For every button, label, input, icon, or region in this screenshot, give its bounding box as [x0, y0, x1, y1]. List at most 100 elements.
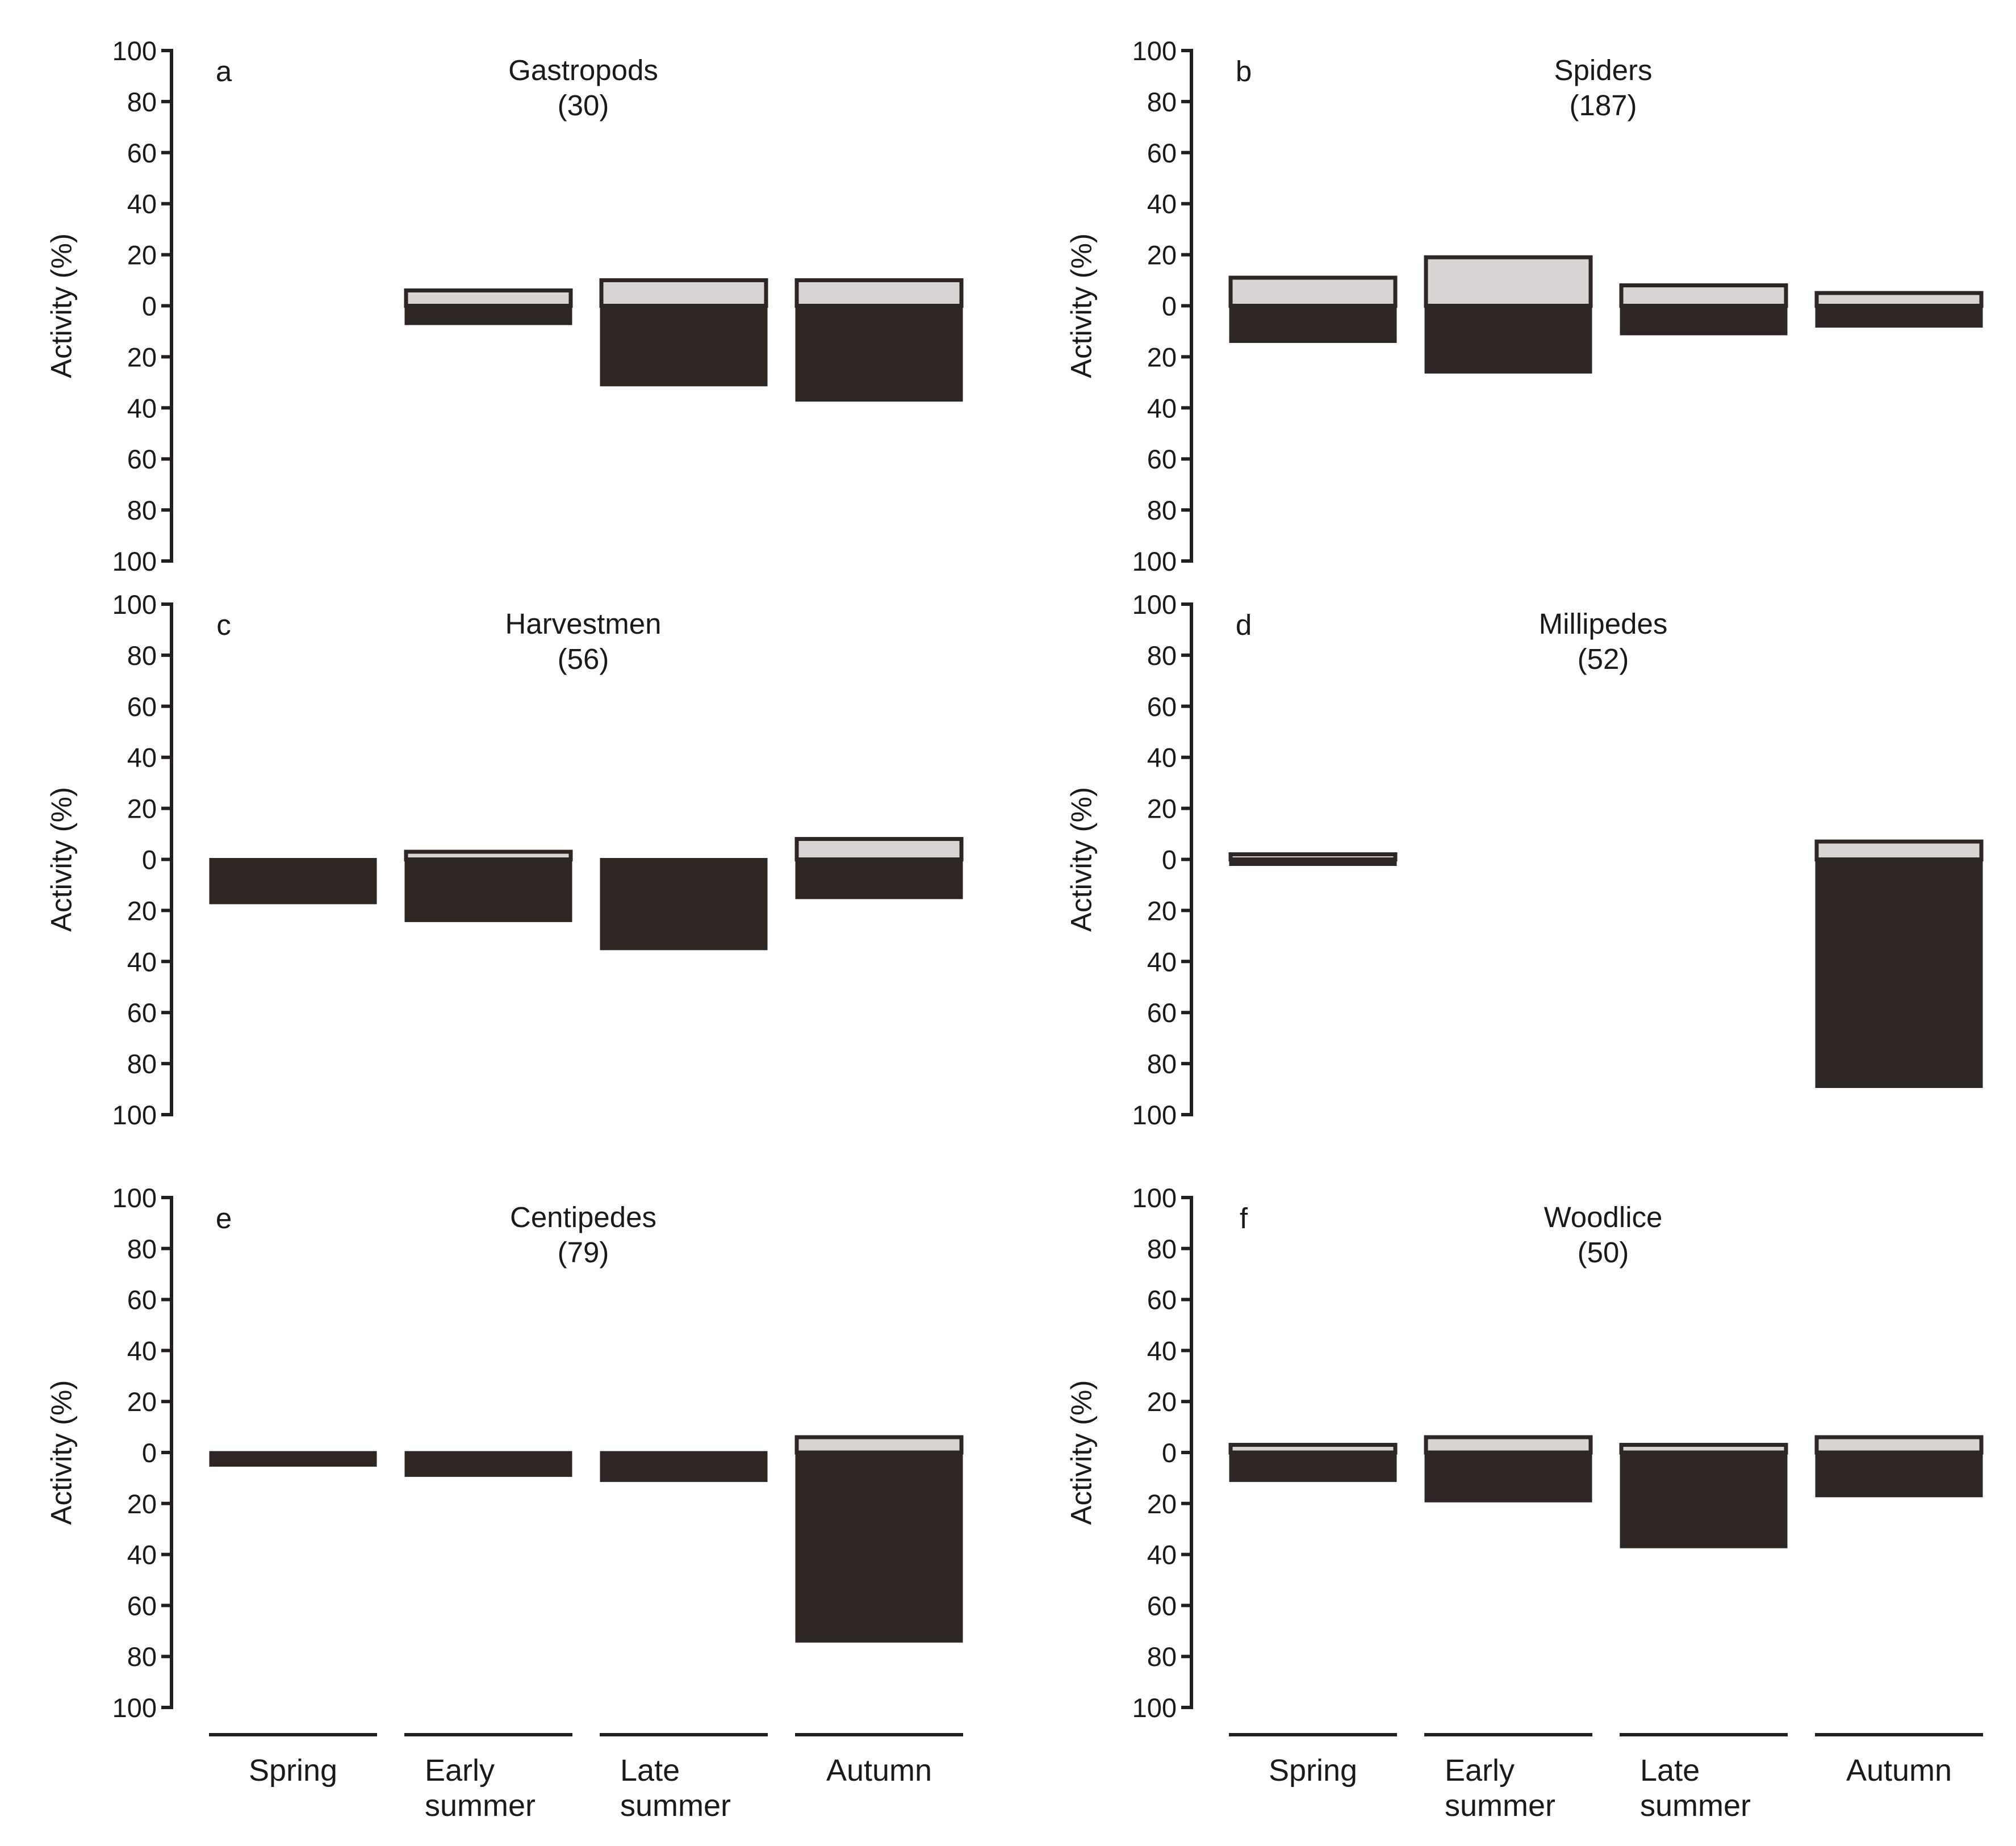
- bar-positive-2: [404, 288, 573, 308]
- y-tick-label: 80: [1147, 1642, 1177, 1672]
- bar-positive-4: [1814, 839, 1984, 862]
- y-tick-label: 20: [1147, 895, 1177, 926]
- category-label: summer: [620, 1789, 731, 1823]
- y-tick-label: 60: [1147, 1285, 1177, 1315]
- y-tick-label: 60: [127, 138, 157, 168]
- bar-positive-2: [1424, 1435, 1593, 1455]
- bar-positive-3: [599, 278, 768, 308]
- y-tick-label: 60: [127, 1590, 157, 1621]
- category-label: summer: [1445, 1789, 1555, 1823]
- panel-title: Harvestmen: [505, 608, 662, 640]
- y-tick-label: 0: [1162, 1438, 1177, 1468]
- y-tick-label: 60: [1147, 1590, 1177, 1621]
- panel-subtitle: (187): [1569, 89, 1637, 122]
- panel-letter: b: [1236, 55, 1252, 87]
- bar-negative-2: [1424, 1451, 1592, 1502]
- bar-negative-2: [404, 1451, 572, 1477]
- y-tick-label: 80: [127, 641, 157, 671]
- y-tick-label: 0: [142, 1438, 157, 1468]
- y-tick-label: 60: [127, 444, 157, 474]
- y-axis-title: Activity (%): [45, 1380, 77, 1525]
- y-tick-label: 0: [142, 291, 157, 321]
- y-tick-label: 100: [112, 589, 157, 619]
- y-tick-label: 40: [1147, 189, 1177, 219]
- panel-a: 100 80 60 40 20 0 20 40 60 80 100 Activity (%) a Gast…: [45, 36, 964, 576]
- y-tick-label: 40: [127, 1336, 157, 1366]
- category-label: summer: [425, 1789, 536, 1823]
- panel-subtitle: (56): [558, 643, 609, 675]
- panel-letter: c: [216, 609, 231, 641]
- category-label: Autumn: [826, 1753, 932, 1788]
- y-tick-label: 20: [1147, 794, 1177, 824]
- panel-title: Spiders: [1554, 54, 1653, 86]
- y-tick-label: 60: [127, 998, 157, 1028]
- panel-letter: d: [1236, 609, 1252, 641]
- y-axis-title: Activity (%): [45, 787, 77, 932]
- bar-positive-4: [1814, 291, 1984, 308]
- y-axis-title: Activity (%): [45, 233, 77, 378]
- panel-f: 100 80 60 40 20 0 20 40 60 80 100 Activity (%) f Wood…: [1065, 1183, 1984, 1723]
- bar-negative-1: [209, 858, 377, 905]
- panel-letter: e: [216, 1202, 232, 1234]
- y-tick-label: 100: [1132, 1100, 1177, 1130]
- panel-subtitle: (79): [558, 1236, 609, 1269]
- y-tick-label: 20: [1147, 342, 1177, 372]
- panel-e: 100 80 60 40 20 0 20 40 60 80 100 Activity (%) e Cent…: [45, 1183, 964, 1723]
- bar-negative-4: [1815, 858, 1983, 1089]
- y-tick-label: 20: [127, 895, 157, 926]
- panel-subtitle: (50): [1578, 1236, 1629, 1269]
- panel-subtitle: (52): [1578, 643, 1629, 675]
- category-label: Early: [1445, 1753, 1515, 1788]
- y-tick-label: 100: [1132, 1183, 1177, 1213]
- bar-negative-3: [600, 1451, 768, 1482]
- y-tick-label: 80: [1147, 87, 1177, 117]
- y-tick-label: 80: [127, 1234, 157, 1264]
- bar-positive-4: [794, 278, 964, 308]
- y-tick-label: 40: [1147, 393, 1177, 423]
- y-tick-label: 20: [127, 1387, 157, 1417]
- y-tick-label: 40: [127, 947, 157, 977]
- y-tick-label: 20: [1147, 240, 1177, 270]
- y-tick-label: 0: [1162, 291, 1177, 321]
- y-tick-label: 20: [1147, 1489, 1177, 1519]
- bar-negative-1: [209, 1451, 377, 1467]
- panel-letter: f: [1240, 1202, 1248, 1234]
- category-label: Late: [1640, 1753, 1700, 1788]
- bar-negative-1: [1229, 858, 1397, 866]
- y-tick-label: 60: [1147, 692, 1177, 722]
- panel-title: Woodlice: [1544, 1201, 1663, 1233]
- y-tick-label: 20: [1147, 1387, 1177, 1417]
- y-tick-label: 60: [1147, 998, 1177, 1028]
- bar-negative-3: [600, 858, 768, 951]
- y-tick-label: 60: [1147, 444, 1177, 474]
- y-tick-label: 100: [1132, 1693, 1177, 1723]
- category-label: Early: [425, 1753, 495, 1788]
- bar-negative-4: [795, 304, 963, 402]
- category-label: Late: [620, 1753, 680, 1788]
- y-tick-label: 80: [1147, 495, 1177, 525]
- y-tick-label: 40: [127, 1540, 157, 1570]
- bar-positive-2: [1424, 255, 1593, 308]
- bar-negative-4: [795, 1451, 963, 1643]
- y-tick-label: 80: [1147, 1234, 1177, 1264]
- panel-subtitle: (30): [558, 89, 609, 122]
- y-axis-title: Activity (%): [1065, 233, 1097, 378]
- y-tick-label: 60: [127, 1285, 157, 1315]
- bar-positive-4: [794, 1435, 964, 1455]
- bar-negative-1: [1229, 304, 1397, 343]
- y-tick-label: 100: [112, 1100, 157, 1130]
- y-tick-label: 40: [127, 743, 157, 773]
- y-tick-label: 40: [1147, 743, 1177, 773]
- panel-title: Gastropods: [508, 54, 658, 86]
- y-tick-label: 20: [127, 794, 157, 824]
- y-tick-label: 100: [112, 36, 157, 66]
- y-tick-label: 40: [127, 393, 157, 423]
- y-tick-label: 40: [1147, 947, 1177, 977]
- y-tick-label: 20: [127, 1489, 157, 1519]
- panel-d: 100 80 60 40 20 0 20 40 60 80 100 Activity (%) d Mill…: [1065, 589, 1984, 1130]
- bar-negative-3: [600, 304, 768, 387]
- y-tick-label: 40: [127, 189, 157, 219]
- bar-negative-4: [1815, 304, 1983, 328]
- y-axis-title: Activity (%): [1065, 787, 1097, 932]
